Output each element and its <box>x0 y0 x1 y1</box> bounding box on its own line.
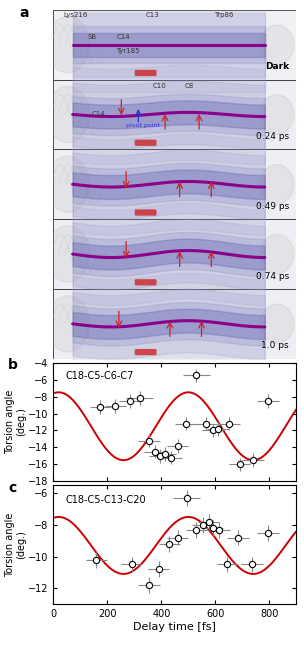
Text: C14: C14 <box>116 34 130 40</box>
Text: Tyr185: Tyr185 <box>116 48 140 54</box>
Ellipse shape <box>260 165 294 204</box>
FancyBboxPatch shape <box>53 219 296 289</box>
X-axis label: Delay time [fs]: Delay time [fs] <box>133 622 216 631</box>
Text: Dark: Dark <box>265 62 289 71</box>
Text: b: b <box>8 358 18 372</box>
Text: SB: SB <box>87 34 96 40</box>
Ellipse shape <box>46 86 90 142</box>
FancyBboxPatch shape <box>53 10 296 80</box>
Ellipse shape <box>46 296 90 352</box>
Text: a: a <box>19 7 29 20</box>
FancyBboxPatch shape <box>53 289 296 358</box>
FancyBboxPatch shape <box>135 70 157 76</box>
Text: C14: C14 <box>92 111 106 117</box>
Text: Trp86: Trp86 <box>214 12 233 18</box>
Text: 0.74 ps: 0.74 ps <box>256 272 289 281</box>
Text: C13: C13 <box>146 12 159 18</box>
Ellipse shape <box>260 25 294 65</box>
Text: c: c <box>8 481 16 494</box>
Y-axis label: Torsion angle
(deg.): Torsion angle (deg.) <box>5 513 26 577</box>
FancyBboxPatch shape <box>135 349 157 355</box>
Text: C8: C8 <box>185 83 194 89</box>
Text: C18-C5-C6-C7: C18-C5-C6-C7 <box>65 371 134 381</box>
Ellipse shape <box>46 156 90 212</box>
Text: 0.24 ps: 0.24 ps <box>256 132 289 141</box>
FancyBboxPatch shape <box>135 210 157 215</box>
Text: pivot point: pivot point <box>126 123 160 128</box>
Ellipse shape <box>46 226 90 282</box>
Y-axis label: Torsion angle
(deg.): Torsion angle (deg.) <box>5 390 26 454</box>
Ellipse shape <box>260 234 294 274</box>
Text: C10: C10 <box>153 83 167 89</box>
FancyBboxPatch shape <box>53 80 296 150</box>
FancyBboxPatch shape <box>53 150 296 219</box>
Ellipse shape <box>260 95 294 135</box>
Text: 1.0 ps: 1.0 ps <box>261 342 289 351</box>
Ellipse shape <box>260 304 294 343</box>
Text: C18-C5-C13-C20: C18-C5-C13-C20 <box>65 495 146 505</box>
Ellipse shape <box>46 16 90 73</box>
Text: Lys216: Lys216 <box>63 12 87 18</box>
FancyBboxPatch shape <box>135 140 157 146</box>
Text: 0.49 ps: 0.49 ps <box>256 202 289 211</box>
FancyBboxPatch shape <box>135 279 157 285</box>
